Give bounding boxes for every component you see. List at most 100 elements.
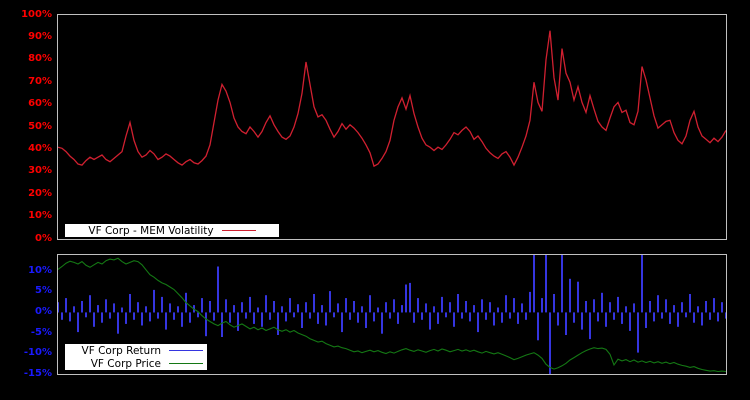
return-bar (397, 312, 399, 324)
return-bar (661, 312, 663, 318)
return-bar (89, 295, 91, 312)
return-bar (141, 312, 143, 325)
return-bar (213, 312, 215, 320)
return-bar (561, 255, 563, 312)
return-bar (285, 312, 287, 321)
return-bar (393, 299, 395, 312)
price-legend-label: VF Corp Price (91, 358, 161, 370)
y-tick-label: 10% (0, 264, 52, 277)
return-bar (65, 298, 67, 312)
return-bar (537, 312, 539, 340)
return-bar (353, 301, 355, 313)
volatility-panel (57, 14, 727, 240)
return-bar (349, 312, 351, 319)
return-bar (497, 308, 499, 313)
return-bar (721, 302, 723, 312)
return-bar (93, 312, 95, 326)
return-bar (265, 295, 267, 312)
return-bar (453, 312, 455, 326)
return-bar (565, 312, 567, 335)
return-bar (653, 312, 655, 321)
return-bar (613, 312, 615, 319)
return-bar (429, 312, 431, 329)
return-bar (137, 302, 139, 312)
return-bar (677, 312, 679, 326)
y-tick-label: -10% (0, 346, 52, 359)
y-tick-label: 30% (0, 164, 52, 177)
return-bar (725, 312, 726, 318)
return-bar (481, 299, 483, 312)
return-bar (329, 291, 331, 312)
return-bar (525, 312, 527, 319)
return-bar (81, 301, 83, 313)
return-bar (245, 312, 247, 318)
return-bar (365, 312, 367, 328)
return-bar (645, 312, 647, 328)
return-bar (705, 301, 707, 313)
return-bar (125, 312, 127, 324)
return-bar (281, 306, 283, 312)
return-bar (717, 312, 719, 321)
return-bar (233, 305, 235, 312)
y-tick-label: 70% (0, 75, 52, 88)
return-bar (201, 298, 203, 312)
return-bar (569, 279, 571, 313)
chart-canvas: 100%90%80%70%60%50%40%30%20%10%0% 10%5%0… (0, 0, 750, 400)
return-bar (629, 312, 631, 331)
return-bar (73, 306, 75, 312)
return-bar (669, 312, 671, 324)
return-bar (637, 312, 639, 352)
return-bar (441, 297, 443, 313)
return-bar (577, 282, 579, 313)
return-bar (405, 285, 407, 313)
return-bar (373, 312, 375, 321)
y-tick-label: 60% (0, 97, 52, 110)
return-bar (165, 312, 167, 329)
return-bar (317, 312, 319, 324)
return-bar (121, 308, 123, 313)
y-tick-label: 20% (0, 187, 52, 200)
return-bar (369, 295, 371, 312)
return-bar (257, 308, 259, 313)
y-tick-label: -5% (0, 326, 52, 339)
return-bar (649, 301, 651, 313)
return-bar (417, 298, 419, 312)
return-bar (377, 308, 379, 313)
return-bar (189, 312, 191, 322)
return-bar (421, 312, 423, 319)
return-bar (381, 312, 383, 333)
return-bar (401, 305, 403, 312)
return-bar (58, 302, 59, 312)
return-bar (229, 312, 231, 322)
return-line-sample-icon (169, 350, 203, 351)
return-bar (313, 294, 315, 313)
return-bar (605, 312, 607, 326)
return-bar (109, 312, 111, 318)
return-bar (97, 305, 99, 312)
return-bar (573, 312, 575, 322)
return-bar (697, 306, 699, 312)
return-bar (301, 312, 303, 328)
return-legend-row: VF Corp Return (65, 344, 207, 357)
return-bar (673, 305, 675, 312)
volatility-line-chart (58, 15, 726, 239)
y-tick-label: 0% (0, 305, 52, 318)
return-bar (549, 312, 551, 374)
y-tick-label: 10% (0, 209, 52, 222)
return-bar (117, 312, 119, 333)
return-bar (433, 306, 435, 312)
return-bar (585, 301, 587, 313)
return-bar (413, 312, 415, 322)
return-price-legend: VF Corp Return VF Corp Price (65, 344, 207, 370)
return-bar (485, 312, 487, 319)
return-bar (149, 312, 151, 321)
return-bar (589, 312, 591, 339)
return-bar (437, 312, 439, 324)
price-line-sample-icon (169, 363, 203, 364)
return-bar (77, 312, 79, 332)
return-bar (597, 312, 599, 321)
return-bar (521, 303, 523, 312)
return-bar (701, 312, 703, 325)
return-bar (129, 294, 131, 313)
return-bar (693, 312, 695, 322)
